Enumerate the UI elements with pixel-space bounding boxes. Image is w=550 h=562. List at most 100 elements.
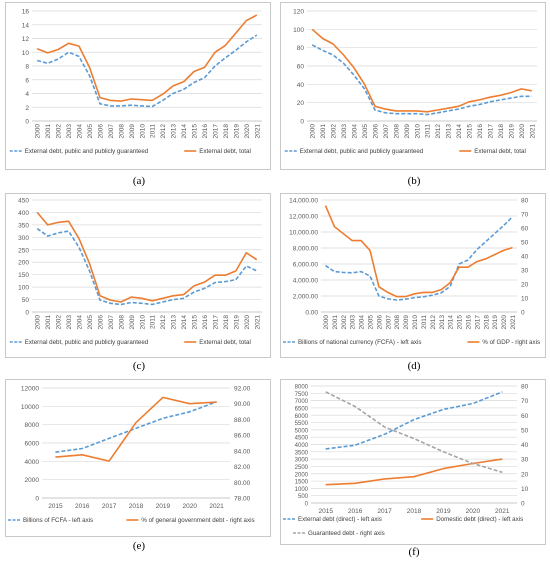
y2-tick-label: 60 — [521, 413, 529, 420]
y-tick-label: 400 — [18, 210, 29, 217]
x-tick-label: 2012 — [435, 124, 442, 139]
x-tick-label: 2015 — [318, 508, 333, 515]
chart-panel-b: 0 20 40 60 80 100 120 2000 2001 2002 2003 2004 2005 2… — [275, 0, 550, 190]
y-tick-label: 4500 — [295, 436, 309, 442]
y2-tick-label: 40 — [521, 442, 529, 449]
x-tick-label: 2012 — [160, 124, 167, 139]
x-tick-label: 2015 — [192, 124, 199, 139]
y2-tick-label: 92.00 — [234, 386, 251, 393]
legend-label: External debt, total — [199, 339, 251, 346]
y2-tick-label: 10 — [521, 486, 529, 493]
x-tick-label: 2013 — [171, 315, 178, 330]
y-tick-label: 4000 — [25, 459, 40, 466]
x-tick-label: 2021 — [209, 503, 224, 510]
series-line-1 — [325, 216, 514, 301]
series-line-2 — [36, 211, 258, 303]
y2-tick-label: 82.00 — [234, 464, 251, 471]
x-tick-label: 2009 — [129, 124, 136, 139]
x-tick-label: 2004 — [359, 315, 366, 330]
y2-tick-label: 40 — [521, 254, 529, 261]
x-tick-label: 2003 — [66, 315, 73, 330]
x-tick-label: 2005 — [87, 315, 94, 330]
y-tick-label: 6 — [25, 77, 29, 84]
chart-e: 0 2000 4000 6000 8000 10000 12000 78.00 80.00 82.… — [8, 386, 255, 524]
y-tick-label: 8000 — [25, 422, 40, 429]
x-tick-label: 2017 — [487, 124, 494, 139]
x-tick-label: 2011 — [425, 124, 432, 138]
x-tick-label: 2019 — [233, 124, 240, 139]
x-tick-label: 2020 — [466, 508, 481, 515]
x-tick-label: 2019 — [233, 315, 240, 330]
y-tick-label: 100 — [18, 285, 29, 292]
x-tick-label: 2016 — [75, 503, 90, 510]
legend-label: External debt, total — [199, 148, 251, 155]
x-tick-label: 2020 — [519, 124, 526, 139]
panel-label-c: (c) — [132, 360, 146, 372]
x-tick-label: 2014 — [181, 124, 188, 139]
chart-d: 0.00 2,000.00 4,000.00 6,000.00 8,000.00 10,0… — [283, 198, 540, 346]
y-tick-label: 8000 — [295, 385, 309, 391]
y-tick-label: 4000 — [295, 443, 309, 449]
y-tick-label: 14,000.00 — [289, 198, 318, 205]
x-tick-label: 2001 — [45, 315, 52, 330]
y-tick-label: 2500 — [295, 465, 309, 471]
x-tick-label: 2007 — [385, 315, 392, 330]
x-tick-label: 2002 — [331, 124, 338, 139]
chart-panel-a: 0 2 4 6 8 10 12 14 16 2000 2001 2002 2003 2004 2005 200… — [0, 0, 275, 190]
x-tick-label: 2018 — [223, 124, 230, 139]
y-tick-label: 0 — [300, 119, 304, 126]
legend-label: % of general government debt - right axi… — [141, 517, 254, 524]
legend-label: Billions of national currency (FCFA) - l… — [298, 339, 421, 346]
y-tick-label: 40 — [297, 82, 305, 89]
series-line-3 — [325, 391, 503, 474]
y-tick-label: 2 — [25, 105, 29, 112]
x-tick-label: 2006 — [376, 315, 383, 330]
x-tick-label: 2017 — [212, 124, 219, 139]
y2-tick-label: 90.00 — [234, 401, 251, 408]
x-tick-label: 2000 — [310, 124, 317, 139]
panel-label-b: (b) — [407, 175, 421, 187]
series-line-2 — [311, 28, 532, 113]
x-tick-label: 2005 — [368, 315, 375, 330]
x-tick-label: 2003 — [66, 124, 73, 139]
x-tick-label: 2011 — [150, 315, 157, 329]
x-tick-label: 2021 — [254, 315, 261, 330]
x-tick-label: 2004 — [352, 124, 359, 139]
x-tick-label: 2011 — [421, 315, 428, 329]
x-tick-label: 2001 — [45, 124, 52, 139]
y2-tick-label: 0 — [521, 501, 525, 508]
y-tick-label: 6,000.00 — [293, 262, 319, 269]
x-tick-label: 2019 — [156, 503, 171, 510]
y2-tick-label: 78.00 — [234, 496, 251, 503]
y-tick-label: 3500 — [295, 450, 309, 456]
y2-tick-label: 88.00 — [234, 417, 251, 424]
x-tick-label: 2003 — [341, 124, 348, 139]
y-tick-label: 120 — [293, 9, 304, 16]
y2-tick-label: 30 — [521, 457, 529, 464]
x-tick-label: 2018 — [407, 508, 422, 515]
x-tick-label: 2016 — [348, 508, 363, 515]
y-tick-label: 80 — [297, 45, 305, 52]
series-line-1 — [36, 34, 258, 108]
y-tick-label: 2000 — [25, 477, 40, 484]
x-tick-label: 2009 — [403, 315, 410, 330]
x-tick-label: 2002 — [341, 315, 348, 330]
x-tick-label: 2006 — [372, 124, 379, 139]
x-tick-label: 2010 — [139, 315, 146, 330]
x-tick-label: 2005 — [87, 124, 94, 139]
legend-label: External debt (direct) - left axis — [298, 516, 382, 523]
x-tick-label: 2008 — [393, 124, 400, 139]
x-tick-label: 2013 — [446, 124, 453, 139]
x-tick-label: 2002 — [56, 315, 63, 330]
x-tick-label: 2007 — [108, 124, 115, 139]
y-tick-label: 0 — [305, 502, 309, 508]
panel-label-e: (e) — [132, 540, 146, 552]
x-tick-label: 2020 — [182, 503, 197, 510]
y-tick-label: 2,000.00 — [293, 294, 319, 301]
x-tick-label: 2021 — [529, 124, 536, 139]
y-tick-label: 5500 — [295, 421, 309, 427]
series-line-1 — [55, 401, 217, 453]
x-tick-label: 2019 — [508, 124, 515, 139]
y-tick-label: 10 — [22, 50, 30, 57]
